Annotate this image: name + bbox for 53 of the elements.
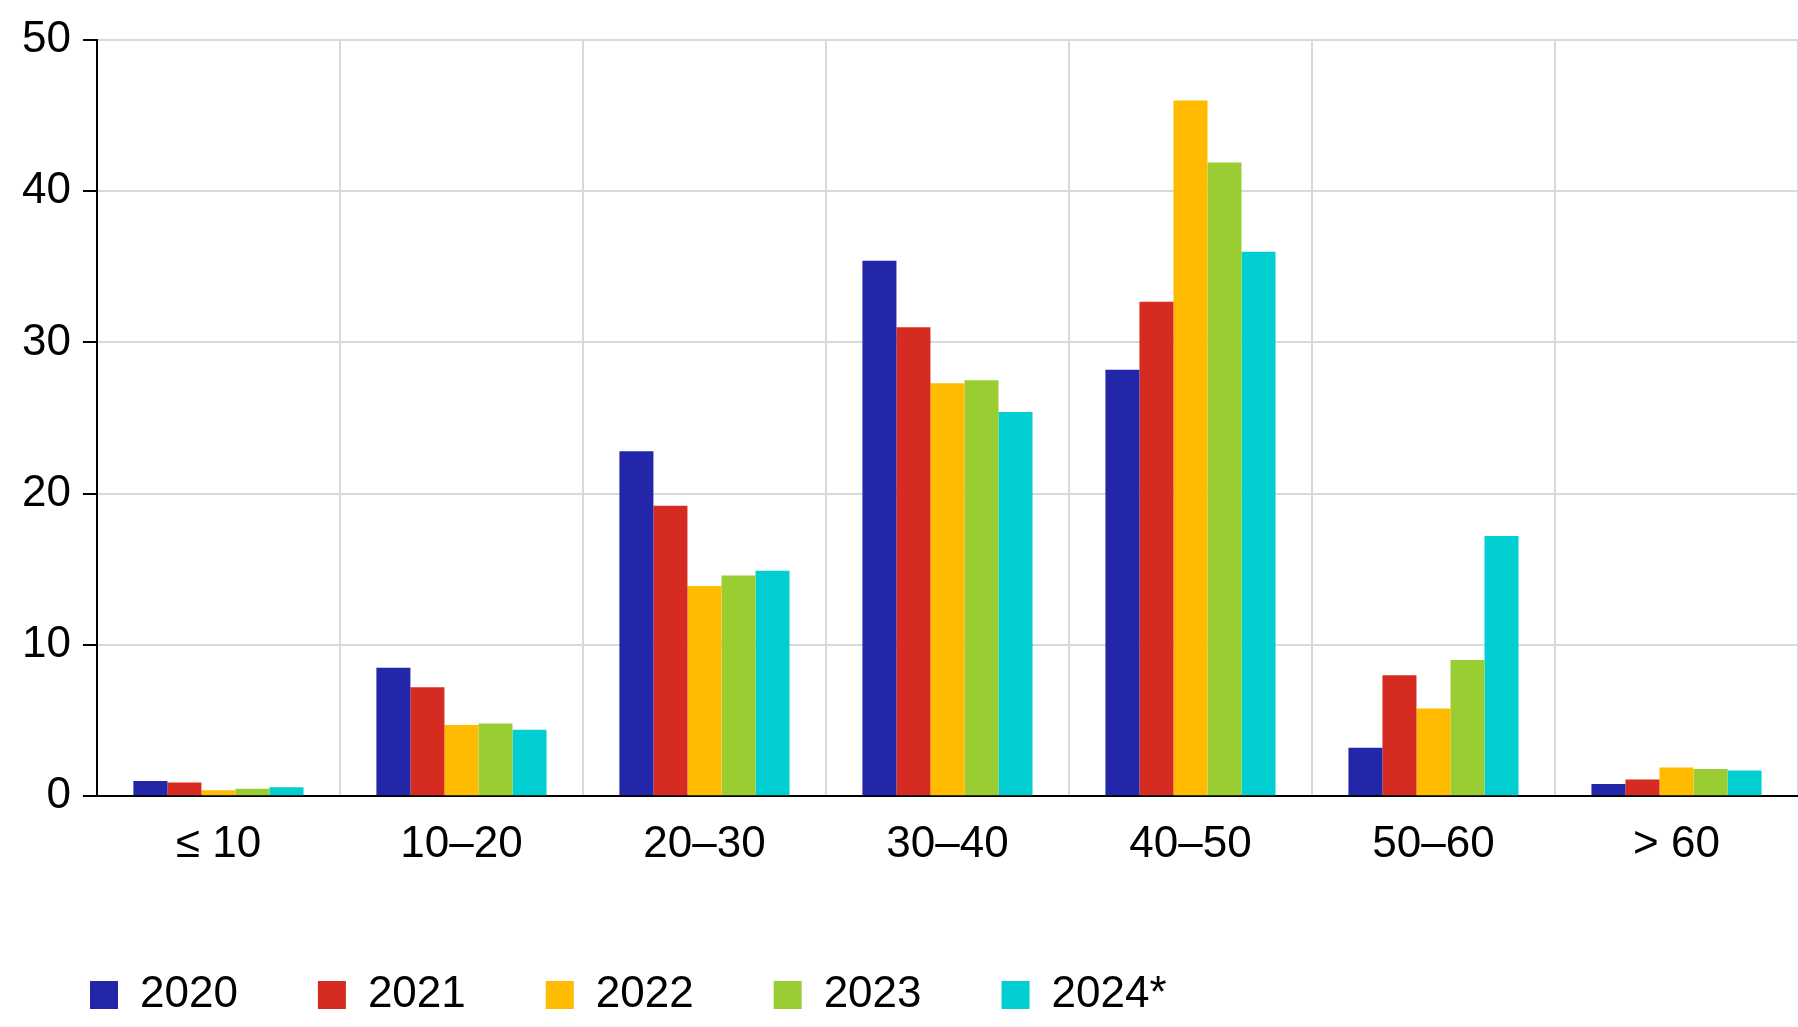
- bar: [687, 585, 722, 796]
- bar: [235, 788, 270, 796]
- x-tick-label: 10–20: [400, 816, 523, 866]
- legend-label: 2024*: [1051, 967, 1167, 1017]
- bar: [1207, 162, 1242, 796]
- bar: [1693, 768, 1728, 796]
- bar: [1416, 708, 1451, 796]
- y-tick-label: 10: [21, 617, 71, 667]
- bar: [1105, 369, 1140, 796]
- bar: [1382, 675, 1417, 796]
- bar: [896, 327, 931, 796]
- bar: [653, 505, 688, 796]
- bar: [410, 687, 445, 796]
- bar: [862, 260, 897, 796]
- bar: [1450, 660, 1485, 796]
- bar: [930, 383, 965, 796]
- legend-label: 2021: [367, 967, 466, 1017]
- bar: [201, 790, 236, 796]
- bar: [1241, 251, 1276, 796]
- bar: [1348, 747, 1383, 796]
- x-tick-label: 30–40: [886, 816, 1009, 866]
- bar: [1484, 536, 1519, 796]
- y-tick-label: 0: [46, 768, 71, 818]
- bar: [1173, 100, 1208, 796]
- bar: [512, 729, 547, 796]
- bar: [269, 787, 304, 796]
- x-tick-label: 40–50: [1129, 816, 1252, 866]
- legend-label: 2020: [140, 967, 238, 1017]
- y-tick-label: 50: [21, 12, 71, 62]
- bar: [755, 570, 790, 796]
- bar: [1591, 784, 1626, 796]
- bar: [1659, 767, 1694, 796]
- bar: [133, 781, 168, 796]
- bar: [376, 667, 411, 796]
- x-tick-label: 50–60: [1372, 816, 1495, 866]
- x-tick-label: 20–30: [643, 816, 766, 866]
- bar: [998, 412, 1033, 796]
- bar: [619, 451, 654, 796]
- y-tick-label: 20: [21, 465, 71, 515]
- y-tick-label: 30: [21, 314, 71, 364]
- x-tick-label: > 60: [1633, 816, 1720, 866]
- legend-label: 2023: [823, 967, 922, 1017]
- y-tick-label: 40: [21, 163, 71, 213]
- bar: [1625, 779, 1660, 796]
- bar: [1727, 770, 1762, 796]
- bar: [1139, 301, 1174, 796]
- bar: [444, 725, 479, 796]
- bar: [167, 782, 202, 796]
- bar: [721, 575, 756, 796]
- bar: [478, 723, 513, 796]
- x-tick-label: ≤ 10: [175, 816, 262, 866]
- bar: [964, 380, 999, 796]
- legend-label: 2022: [595, 967, 694, 1017]
